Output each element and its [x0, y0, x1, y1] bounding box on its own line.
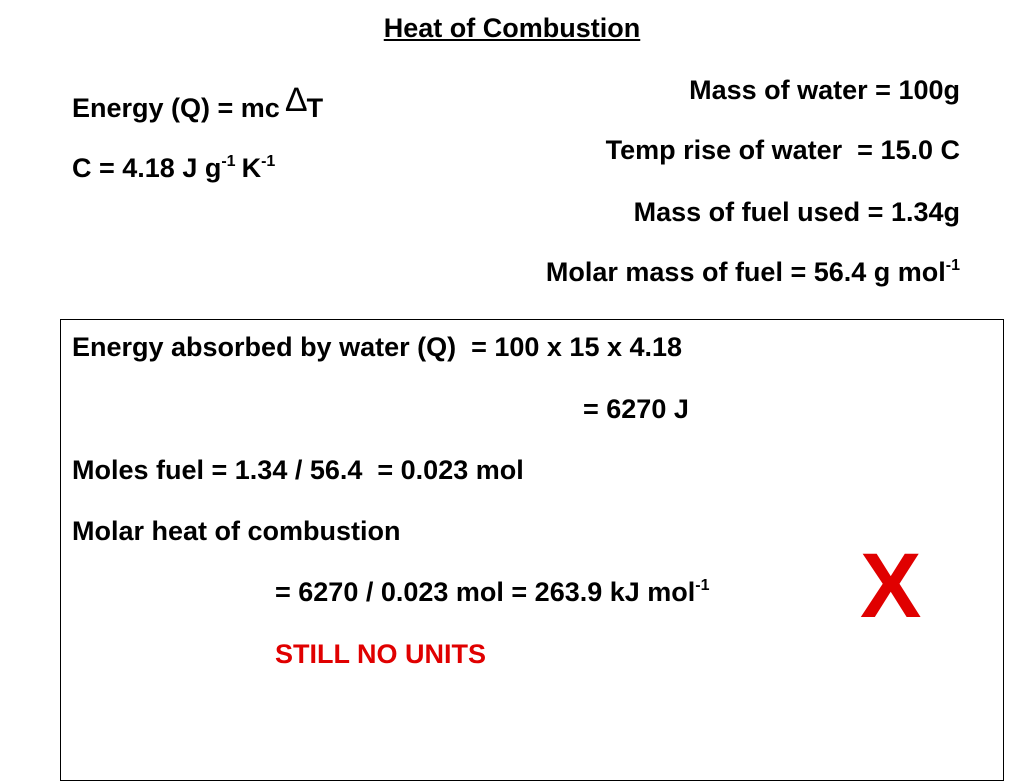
- given: Mass of water = 100g: [689, 74, 960, 106]
- superscript: -1: [261, 153, 276, 170]
- working-line: STILL NO UNITS: [275, 638, 486, 670]
- working-text: = 6270 J: [583, 394, 689, 424]
- working-line: = 6270 / 0.023 mol = 263.9 kJ mol-1: [275, 576, 710, 608]
- warning: STILL NO UNITS: [275, 639, 487, 669]
- working-line: = 6270 J: [583, 393, 689, 425]
- formula-text: Energy (Q) = mc: [72, 93, 280, 123]
- superscript: -1: [945, 257, 960, 274]
- working-line: Moles fuel = 1.34 / 56.4 = 0.023 mol: [72, 454, 524, 486]
- specific-heat: C = 4.18 J g-1 K-1: [72, 152, 275, 184]
- superscript: -1: [221, 153, 236, 170]
- specific-heat-text: C = 4.18 J g: [72, 153, 222, 183]
- given-text: Temp rise of water = 15.0 C: [605, 135, 960, 165]
- given: Mass of fuel used = 1.34g: [634, 196, 960, 228]
- working-text: Energy absorbed by water (Q) = 100 x 15 …: [72, 332, 683, 362]
- cross-mark-text: X: [860, 535, 922, 637]
- working-text: Molar heat of combustion: [72, 516, 401, 546]
- superscript: -1: [695, 577, 710, 594]
- delta: ∆: [285, 81, 307, 119]
- given: Temp rise of water = 15.0 C: [606, 134, 960, 166]
- working-text: Moles fuel = 1.34 / 56.4 = 0.023 mol: [72, 455, 524, 485]
- formula-tail: T: [306, 93, 324, 123]
- working-line: Molar heat of combustion: [72, 515, 401, 547]
- title-wrap: Heat of Combustion: [0, 12, 1024, 44]
- working-text: = 6270 / 0.023 mol = 263.9 kJ mol: [275, 577, 696, 607]
- formula: Energy (Q) = mc ∆T: [72, 83, 324, 124]
- cross-mark: X: [860, 540, 921, 632]
- given: Molar mass of fuel = 56.4 g mol-1: [546, 256, 960, 288]
- given-text: Mass of fuel used = 1.34g: [633, 197, 960, 227]
- title: Heat of Combustion: [383, 13, 641, 43]
- working-line: Energy absorbed by water (Q) = 100 x 15 …: [72, 331, 682, 363]
- given-text: Mass of water = 100g: [689, 75, 960, 105]
- given-text: Molar mass of fuel = 56.4 g mol: [545, 257, 946, 287]
- unit: K: [241, 153, 262, 183]
